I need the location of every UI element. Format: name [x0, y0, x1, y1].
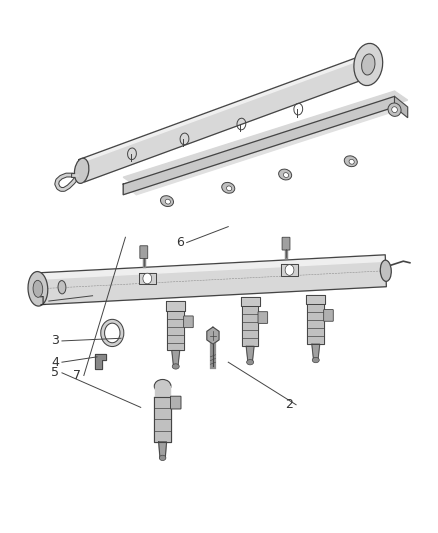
Polygon shape — [154, 386, 170, 397]
Ellipse shape — [311, 358, 318, 363]
FancyBboxPatch shape — [282, 237, 289, 250]
Ellipse shape — [33, 280, 42, 297]
Polygon shape — [206, 327, 219, 344]
Ellipse shape — [154, 379, 170, 393]
Text: 5: 5 — [51, 366, 59, 379]
Polygon shape — [305, 295, 325, 304]
Polygon shape — [280, 264, 297, 276]
Ellipse shape — [172, 364, 179, 369]
Polygon shape — [154, 397, 170, 442]
FancyBboxPatch shape — [183, 316, 193, 328]
Ellipse shape — [58, 280, 66, 294]
Ellipse shape — [348, 159, 353, 164]
Polygon shape — [171, 351, 179, 367]
Polygon shape — [95, 354, 106, 369]
Ellipse shape — [387, 103, 400, 116]
Polygon shape — [240, 297, 259, 306]
Text: 1: 1 — [38, 295, 46, 308]
Polygon shape — [158, 442, 166, 458]
Circle shape — [143, 273, 151, 284]
FancyBboxPatch shape — [140, 246, 148, 259]
Polygon shape — [307, 304, 323, 344]
Polygon shape — [167, 311, 184, 351]
Ellipse shape — [283, 173, 288, 177]
Text: 6: 6 — [176, 236, 184, 249]
Polygon shape — [79, 56, 361, 163]
Ellipse shape — [278, 169, 291, 180]
Polygon shape — [123, 91, 407, 186]
Circle shape — [102, 321, 122, 345]
Ellipse shape — [74, 158, 88, 183]
Text: 2: 2 — [285, 398, 293, 411]
Ellipse shape — [343, 156, 357, 167]
Polygon shape — [166, 301, 185, 311]
Ellipse shape — [28, 272, 48, 306]
Polygon shape — [311, 344, 319, 360]
Text: 3: 3 — [51, 334, 59, 348]
Ellipse shape — [246, 360, 253, 365]
Ellipse shape — [159, 455, 166, 461]
Ellipse shape — [160, 196, 173, 206]
Polygon shape — [37, 255, 385, 305]
Polygon shape — [394, 96, 407, 118]
Ellipse shape — [221, 182, 234, 193]
FancyBboxPatch shape — [258, 312, 267, 324]
Text: 4: 4 — [51, 356, 59, 369]
Circle shape — [285, 265, 293, 276]
Ellipse shape — [361, 54, 374, 75]
Ellipse shape — [165, 199, 170, 204]
Ellipse shape — [353, 43, 382, 86]
Polygon shape — [37, 255, 385, 279]
Ellipse shape — [391, 107, 396, 112]
Polygon shape — [246, 346, 254, 362]
Polygon shape — [123, 96, 407, 195]
Polygon shape — [138, 273, 155, 285]
Text: 7: 7 — [73, 369, 81, 382]
FancyBboxPatch shape — [170, 396, 180, 409]
Polygon shape — [241, 306, 258, 346]
Ellipse shape — [226, 186, 231, 191]
Polygon shape — [123, 96, 394, 195]
Polygon shape — [79, 56, 366, 182]
Ellipse shape — [379, 260, 390, 281]
FancyBboxPatch shape — [323, 310, 332, 321]
